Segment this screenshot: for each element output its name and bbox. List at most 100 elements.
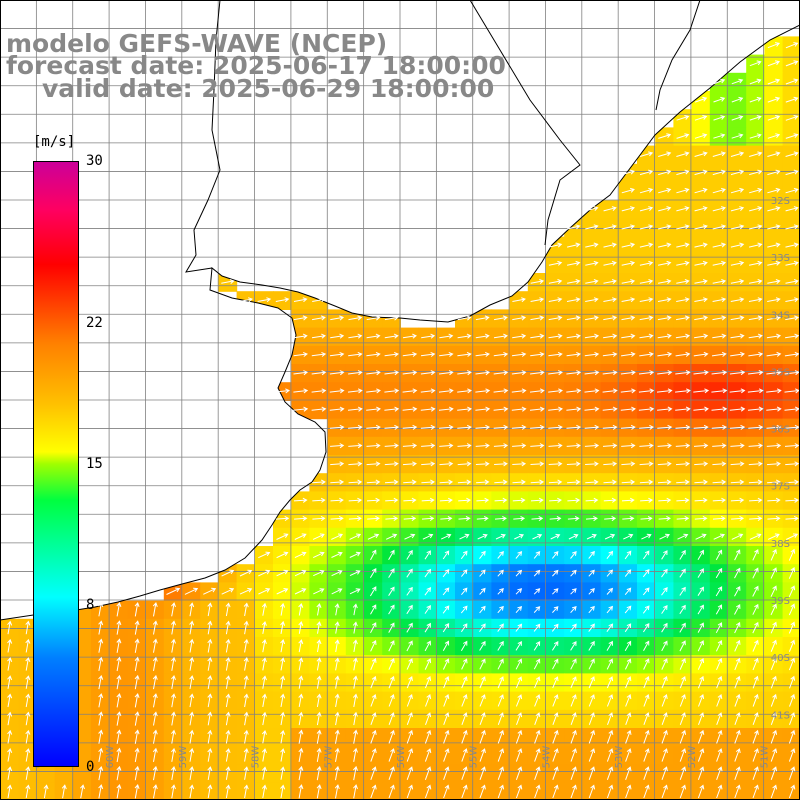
wind-arrow — [643, 693, 650, 707]
wind-arrow — [606, 605, 614, 614]
wind-arrow — [207, 766, 213, 780]
wind-arrow — [767, 42, 781, 49]
wind-arrow — [497, 623, 504, 632]
wind-arrow — [622, 516, 635, 522]
wind-arrow — [658, 279, 672, 284]
wind-arrow — [402, 370, 418, 376]
wind-speed-cell — [36, 764, 56, 784]
wind-arrow — [624, 658, 632, 670]
wind-arrow — [620, 388, 636, 394]
wind-arrow — [243, 638, 249, 653]
wind-arrow — [697, 640, 704, 652]
wind-arrow — [642, 569, 650, 578]
wind-arrow — [457, 370, 472, 376]
wind-arrow — [767, 169, 781, 176]
wind-arrow — [585, 279, 599, 284]
wind-arrow — [788, 729, 796, 744]
wind-arrow — [479, 569, 486, 577]
wind-arrow — [353, 765, 358, 781]
wind-arrow — [658, 515, 671, 522]
wind-arrow — [479, 676, 486, 689]
wind-arrow — [497, 676, 504, 689]
wind-arrow — [261, 711, 267, 726]
wind-arrow — [189, 693, 195, 708]
wind-arrow — [280, 748, 286, 762]
wind-arrow — [767, 206, 781, 212]
wind-arrow — [369, 567, 377, 579]
wind-arrow — [548, 297, 563, 303]
wind-arrow — [606, 729, 614, 744]
wind-arrow — [329, 351, 345, 357]
wind-arrow — [243, 602, 249, 617]
wind-arrow — [588, 712, 595, 725]
wind-arrow — [767, 60, 780, 67]
wind-arrow — [370, 693, 377, 707]
wind-arrow — [98, 765, 104, 781]
wind-arrow — [330, 461, 345, 467]
wind-arrow — [676, 187, 690, 194]
wind-arrow — [657, 424, 673, 430]
wind-arrow — [442, 605, 450, 614]
wind-arrow — [711, 406, 728, 412]
wind-arrow — [384, 333, 399, 339]
wind-arrow — [276, 569, 289, 577]
wind-arrow — [171, 620, 176, 635]
wind-arrow — [639, 206, 654, 212]
wind-arrow — [152, 674, 158, 690]
wind-arrow — [606, 694, 614, 707]
wind-arrow — [657, 351, 673, 357]
wind-arrow — [785, 297, 799, 303]
wind-arrow — [207, 656, 213, 671]
wind-arrow — [98, 729, 104, 744]
wind-arrow — [225, 748, 231, 762]
wind-arrow — [643, 712, 650, 725]
wind-arrow — [730, 351, 745, 357]
wind-arrow — [730, 187, 745, 194]
wind-arrow — [171, 675, 176, 690]
wind-arrow — [261, 602, 267, 616]
wind-arrow — [334, 675, 340, 689]
wind-arrow — [475, 333, 490, 339]
wind-arrow — [588, 784, 596, 799]
wind-arrow — [370, 604, 377, 615]
wind-arrow — [334, 747, 340, 762]
wind-arrow — [402, 351, 418, 357]
wind-arrow — [570, 784, 577, 799]
wind-arrow — [530, 479, 545, 485]
wind-arrow — [530, 297, 545, 303]
wind-arrow — [548, 333, 563, 339]
wind-arrow — [713, 96, 726, 103]
wind-arrow — [439, 351, 454, 357]
wind-arrow — [221, 279, 235, 284]
wind-arrow — [530, 443, 545, 449]
wind-arrow — [207, 638, 213, 653]
wind-arrow — [624, 550, 632, 560]
wind-arrow — [788, 603, 796, 616]
wind-arrow — [640, 516, 653, 522]
wind-arrow — [675, 333, 691, 339]
wind-arrow — [712, 497, 726, 503]
wind-arrow — [422, 533, 434, 540]
wind-arrow — [625, 729, 632, 744]
wind-arrow — [712, 242, 727, 248]
wind-arrow — [243, 766, 249, 780]
wind-arrow — [366, 497, 381, 503]
wind-arrow — [294, 588, 307, 595]
wind-arrow — [638, 406, 655, 412]
wind-arrow — [784, 406, 800, 412]
wind-arrow — [552, 766, 559, 780]
wind-arrow — [602, 388, 618, 394]
wind-arrow — [116, 711, 122, 726]
wind-arrow — [730, 224, 745, 230]
wind-arrow — [329, 424, 345, 430]
wind-arrow — [152, 638, 158, 653]
wind-arrow — [697, 748, 705, 762]
wind-arrow — [712, 260, 727, 266]
wind-arrow — [639, 297, 654, 303]
wind-arrow — [675, 424, 691, 430]
wind-arrow — [767, 151, 781, 157]
wind-arrow — [570, 640, 577, 651]
wind-arrow — [493, 333, 508, 339]
wind-arrow — [261, 748, 267, 762]
wind-arrow — [476, 479, 490, 485]
